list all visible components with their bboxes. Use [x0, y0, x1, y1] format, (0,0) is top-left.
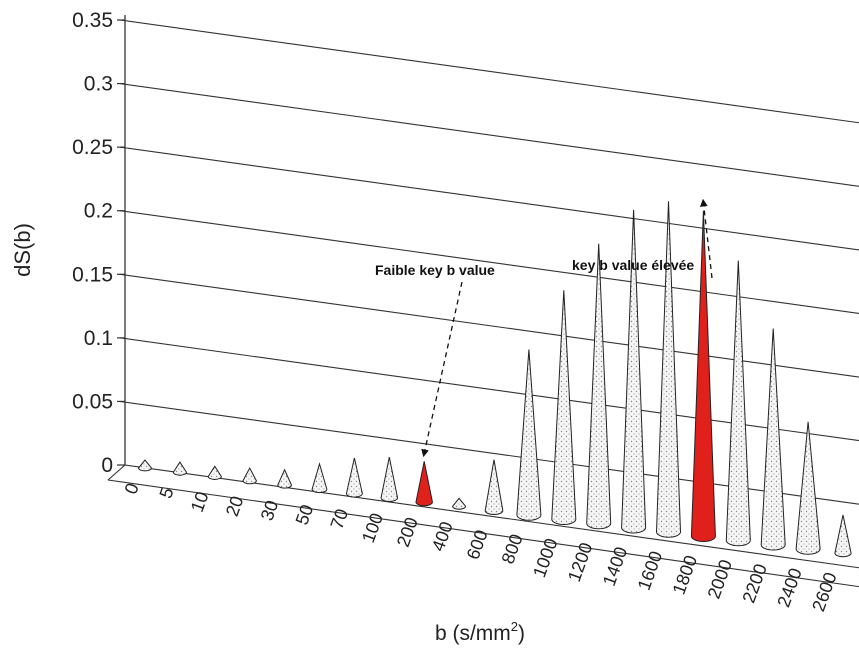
y-tick-label: 0 — [101, 454, 113, 477]
x-tick-label: 2600 — [808, 570, 840, 614]
x-tick-label: 1000 — [529, 536, 561, 580]
cone-70 — [345, 457, 363, 498]
grid-line — [119, 146, 859, 251]
x-tick-label: 1800 — [669, 553, 701, 597]
x-tick-label: 70 — [327, 506, 353, 532]
y-tick-label: 0.3 — [84, 73, 113, 96]
grid-line — [119, 19, 859, 124]
y-tick-labels: 0 0.05 0.1 0.15 0.2 0.25 0.3 0.35 — [72, 9, 113, 477]
cones — [138, 201, 852, 558]
annotations: Faible key b value key b value élevée — [375, 198, 713, 458]
cone-body — [207, 465, 222, 480]
x-axis-label-superscript: 2 — [511, 619, 518, 634]
cone-body — [834, 514, 852, 558]
annotation-label: key b value élevée — [572, 257, 694, 273]
cone-1000 — [551, 290, 577, 525]
cone-body — [586, 243, 612, 530]
grid-line — [119, 210, 859, 315]
cone-body — [138, 459, 152, 472]
x-tick-label: 800 — [498, 531, 527, 566]
cone-50 — [311, 462, 328, 494]
cone-body — [311, 462, 328, 494]
cone-body — [795, 421, 821, 555]
cone-body — [621, 209, 647, 534]
x-tick-label: 400 — [428, 519, 457, 554]
x-tick-label: 600 — [463, 527, 492, 562]
cone-400 — [452, 497, 467, 510]
cone-1600 — [655, 201, 682, 538]
y-tick-label: 0.15 — [72, 263, 113, 286]
annotation-label: Faible key b value — [375, 262, 495, 278]
floor-left-edge — [107, 464, 126, 481]
cone-1800 — [690, 210, 716, 543]
annotation-arrow — [421, 281, 463, 458]
cone-2400 — [795, 421, 821, 555]
y-tick-label: 0.1 — [84, 327, 113, 350]
grid-line — [119, 337, 859, 442]
x-tick-label: 5 — [155, 485, 177, 501]
y-tick-label: 0.05 — [72, 390, 113, 413]
cone-body — [760, 328, 786, 551]
floor-front-edge — [107, 479, 859, 588]
y-tick-label: 0.25 — [72, 136, 113, 159]
x-tick-label: 2400 — [773, 565, 805, 609]
cone-1200 — [586, 243, 612, 530]
cone-body — [242, 466, 257, 485]
cone-200 — [415, 461, 433, 507]
cone-800 — [516, 349, 542, 521]
grid-lines — [119, 19, 859, 505]
x-axis-label-text: b (s/mm — [435, 622, 511, 645]
x-tick-label: 2200 — [738, 561, 770, 605]
cone-body — [516, 349, 542, 521]
x-tick-label: 200 — [393, 515, 422, 550]
cone-2600 — [834, 514, 852, 558]
cone-body — [551, 290, 577, 525]
cone-body — [277, 468, 292, 489]
cone-body — [415, 461, 433, 507]
cone-body — [452, 497, 467, 510]
cone-2000 — [725, 260, 751, 547]
cone-1400 — [621, 209, 647, 534]
cone-body — [690, 210, 716, 543]
cone-2200 — [760, 328, 786, 551]
y-tick-label: 0.35 — [72, 9, 113, 32]
x-axis-label: b (s/mm2) — [435, 619, 525, 645]
annotation-arrow — [699, 198, 713, 279]
cone-30 — [277, 468, 292, 489]
grid-line — [119, 273, 859, 378]
x-tick-label: 2000 — [704, 557, 736, 601]
cone-body — [655, 201, 682, 538]
x-tick-label: 10 — [187, 489, 213, 515]
y-axis-label: dS(b) — [10, 223, 35, 277]
cone-100 — [380, 457, 399, 502]
cone-5 — [172, 461, 187, 476]
cone-10 — [207, 465, 222, 480]
cone-600 — [484, 459, 504, 516]
y-tick-label: 0.2 — [84, 200, 113, 223]
cone-0 — [138, 459, 152, 472]
x-axis-label-close: ) — [518, 622, 525, 645]
cone-body — [725, 260, 751, 547]
cone-body — [484, 459, 504, 516]
x-tick-label: 1200 — [564, 540, 596, 584]
grid-line — [119, 83, 859, 187]
cone-body — [380, 457, 399, 502]
cone-body — [172, 461, 187, 476]
cone-20 — [242, 466, 257, 485]
cone-body — [345, 457, 363, 498]
x-tick-label: 50 — [292, 502, 318, 528]
